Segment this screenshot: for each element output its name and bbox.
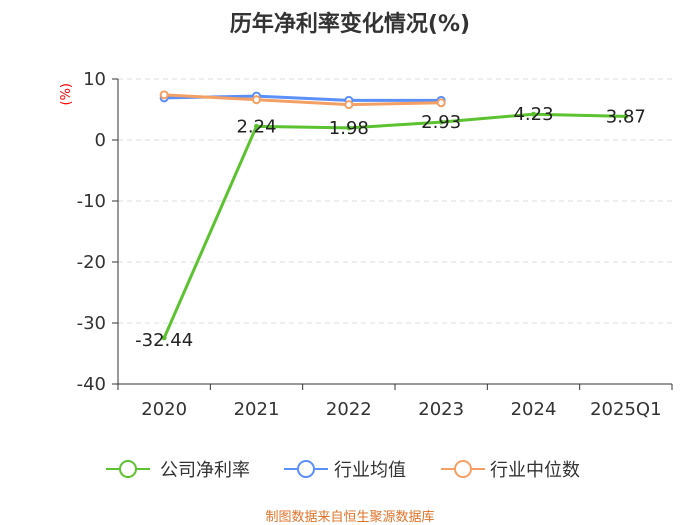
data-point	[161, 335, 167, 341]
series-line	[162, 112, 626, 339]
data-point	[436, 98, 446, 108]
chart-title: 历年净利率变化情况(%)	[229, 12, 471, 37]
data-point	[252, 95, 261, 105]
data-point	[346, 125, 352, 131]
legend-marker	[297, 460, 315, 478]
x-tick-label: 2020	[141, 399, 187, 420]
data-point	[159, 90, 169, 100]
legend-marker	[119, 460, 137, 478]
y-tick-label: 10	[83, 69, 106, 90]
axes	[112, 78, 673, 390]
x-tick-label: 2023	[418, 399, 464, 420]
data-label: 3.87	[606, 106, 646, 127]
x-tick-labels: 2020 2021 2022 2023 2024 2025Q1	[141, 399, 661, 420]
data-label: 4.23	[513, 104, 553, 125]
legend-label: 行业均值	[334, 460, 406, 481]
legend-item-2: 行业中位数	[441, 460, 580, 481]
y-tick-labels: 10 0 -10 -20 -30 -40	[77, 69, 106, 395]
data-point	[531, 111, 536, 117]
legend-item-1: 行业均值	[284, 460, 406, 481]
x-tick-label: 2024	[511, 399, 557, 420]
y-tick-label: 0	[95, 130, 106, 151]
data-labels: -32.44 2.24 1.98 2.93 4.23 3.87	[135, 104, 646, 351]
legend-marker	[454, 460, 472, 478]
y-axis-unit-label: (%)	[59, 83, 74, 106]
data-point	[438, 119, 444, 125]
legend-label: 公司净利率	[160, 460, 250, 481]
y-tick-label: -40	[77, 374, 106, 395]
data-label: 2.93	[421, 112, 461, 133]
data-label: -32.44	[135, 330, 193, 351]
x-tick-label: 2021	[234, 399, 280, 420]
source-note: 制图数据来自恒生聚源数据库	[265, 510, 435, 525]
data-label: 2.24	[236, 116, 276, 137]
data-point	[254, 123, 259, 129]
x-tick-label: 2022	[326, 399, 372, 420]
series-lines	[159, 90, 629, 341]
series-0	[161, 111, 629, 341]
x-tick-label: 2025Q1	[590, 399, 661, 420]
y-tick-label: -30	[77, 313, 106, 334]
y-tick-label: -10	[77, 191, 106, 212]
grid-lines	[118, 78, 672, 324]
data-label: 1.98	[329, 118, 369, 139]
y-tick-label: -20	[77, 252, 106, 273]
data-point	[623, 113, 629, 119]
series-2	[159, 90, 446, 110]
data-point	[344, 100, 354, 110]
legend-label: 行业中位数	[490, 460, 580, 481]
legend: 公司净利率 行业均值 行业中位数	[106, 460, 580, 481]
legend-item-0: 公司净利率	[106, 460, 250, 481]
series-line	[164, 93, 442, 107]
